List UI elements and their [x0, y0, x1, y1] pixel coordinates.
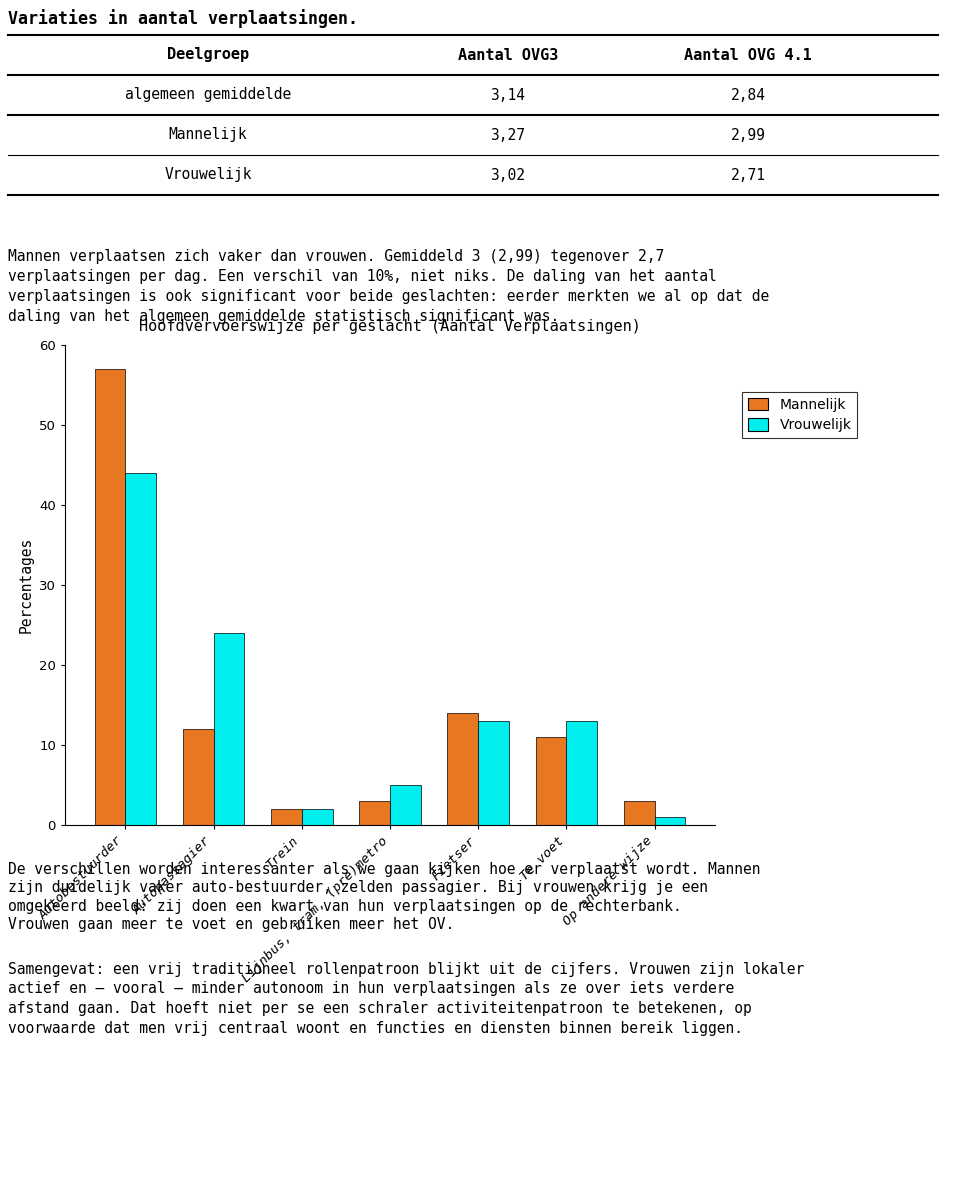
Bar: [301, 809, 333, 825]
Text: 3,27: 3,27: [491, 127, 525, 143]
Text: 2,99: 2,99: [731, 127, 765, 143]
Text: Deelgroep: Deelgroep: [167, 48, 249, 62]
Text: Samengevat: een vrij traditioneel rollenpatroon blijkt uit de cijfers. Vrouwen z: Samengevat: een vrij traditioneel rollen…: [8, 961, 804, 977]
Text: 2,84: 2,84: [731, 87, 765, 102]
Bar: [126, 473, 156, 825]
Bar: [214, 632, 245, 825]
Text: Aantal OVG 4.1: Aantal OVG 4.1: [684, 48, 812, 62]
Text: 2,71: 2,71: [731, 168, 765, 182]
Text: voorwaarde dat men vrij centraal woont en functies en diensten binnen bereik lig: voorwaarde dat men vrij centraal woont e…: [8, 1021, 743, 1036]
Bar: [478, 721, 509, 825]
Text: verplaatsingen per dag. Een verschil van 10%, niet niks. De daling van het aanta: verplaatsingen per dag. Een verschil van…: [8, 269, 717, 285]
Text: Mannen verplaatsen zich vaker dan vrouwen. Gemiddeld 3 (2,99) tegenover 2,7: Mannen verplaatsen zich vaker dan vrouwe…: [8, 249, 664, 264]
Text: zijn duidelijk vaker auto-bestuurder, zelden passagier. Bij vrouwen krijg je een: zijn duidelijk vaker auto-bestuurder, ze…: [8, 880, 708, 896]
Bar: [566, 721, 597, 825]
Text: Aantal OVG3: Aantal OVG3: [458, 48, 558, 62]
Bar: [182, 729, 214, 825]
Text: omgekeerd beeld: zij doen een kwart van hun verplaatsingen op de rechterbank.: omgekeerd beeld: zij doen een kwart van …: [8, 899, 682, 913]
Text: verplaatsingen is ook significant voor beide geslachten: eerder merkten we al op: verplaatsingen is ook significant voor b…: [8, 289, 769, 305]
Bar: [94, 369, 126, 825]
Text: actief en – vooral – minder autonoom in hun verplaatsingen als ze over iets verd: actief en – vooral – minder autonoom in …: [8, 981, 734, 997]
Bar: [624, 802, 655, 825]
Bar: [655, 817, 685, 825]
Bar: [536, 737, 566, 825]
Text: Mannelijk: Mannelijk: [169, 127, 248, 143]
Y-axis label: Percentages: Percentages: [18, 537, 34, 634]
Bar: [359, 802, 390, 825]
Bar: [271, 809, 301, 825]
Text: Vrouwen gaan meer te voet en gebruiken meer het OV.: Vrouwen gaan meer te voet en gebruiken m…: [8, 917, 454, 933]
Text: Vrouwelijk: Vrouwelijk: [164, 168, 252, 182]
Text: Variaties in aantal verplaatsingen.: Variaties in aantal verplaatsingen.: [8, 10, 358, 29]
Text: 3,02: 3,02: [491, 168, 525, 182]
Text: 3,14: 3,14: [491, 87, 525, 102]
Title: Hoofdvervoerswijze per geslacht (Aantal Verplaatsingen): Hoofdvervoerswijze per geslacht (Aantal …: [139, 319, 641, 335]
Text: afstand gaan. Dat hoeft niet per se een schraler activiteitenpatroon te betekene: afstand gaan. Dat hoeft niet per se een …: [8, 1002, 752, 1016]
Legend: Mannelijk, Vrouwelijk: Mannelijk, Vrouwelijk: [742, 392, 857, 438]
Bar: [390, 785, 420, 825]
Text: algemeen gemiddelde: algemeen gemiddelde: [125, 87, 291, 102]
Bar: [447, 713, 478, 825]
Text: daling van het algemeen gemiddelde statistisch significant was.: daling van het algemeen gemiddelde stati…: [8, 310, 560, 324]
Text: De verschillen worden interessanter als we gaan kijken hoe er verplaatst wordt. : De verschillen worden interessanter als …: [8, 861, 760, 877]
